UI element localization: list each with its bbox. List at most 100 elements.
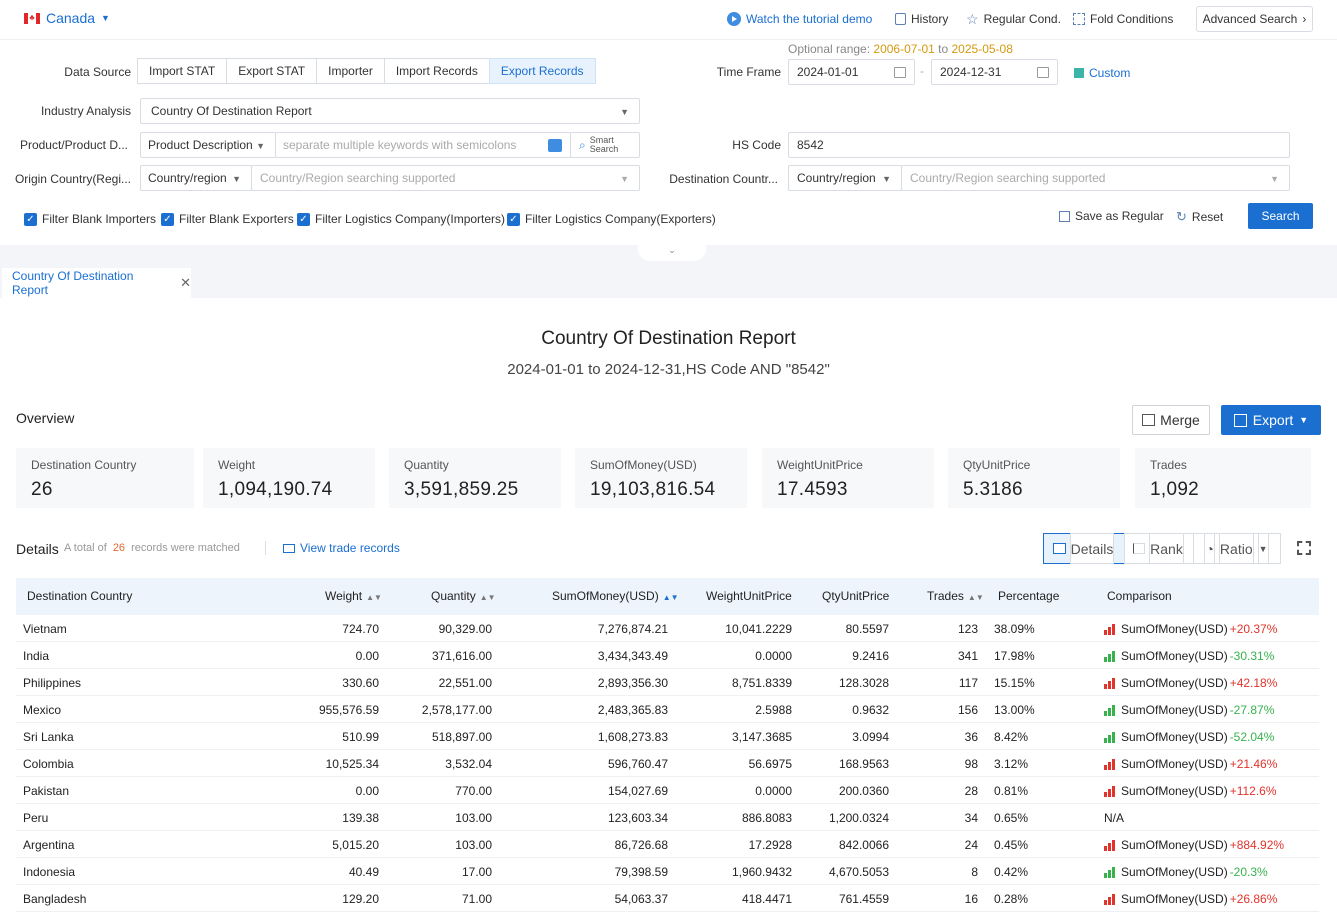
cell-comparison: SumOfMoney(USD) -52.04% (1104, 730, 1274, 744)
close-icon[interactable]: ✕ (180, 275, 191, 290)
data-source-tab[interactable]: Importer (316, 58, 385, 84)
optional-range: Optional range: 2006-07-01 to 2025-05-08 (788, 42, 1013, 56)
card-value: 1,092 (1150, 479, 1200, 500)
cell-weight: 10,525.34 (325, 757, 379, 771)
cell-wup: 886.8083 (741, 811, 792, 825)
check-icon: ✓ (161, 212, 174, 226)
origin-country-label: Origin Country(Regi... (14, 172, 131, 186)
fold-label: Fold Conditions (1090, 12, 1174, 26)
search-button[interactable]: Search (1248, 203, 1313, 229)
cell-qup: 128.3028 (838, 676, 889, 690)
calendar-icon (1037, 67, 1049, 78)
report-subtitle: 2024-01-01 to 2024-12-31,HS Code AND "85… (507, 361, 830, 378)
hs-code-input[interactable]: 8542 (788, 132, 1290, 158)
table-row[interactable]: Bangladesh 129.20 71.00 54,063.37 418.4471 76… (16, 885, 1319, 912)
cell-weight: 0.00 (355, 649, 379, 663)
ratio-view-button[interactable]: ◔ Ratio ▼ (1193, 533, 1281, 564)
data-source-tab[interactable]: Export Records (488, 58, 596, 84)
data-source-tab[interactable]: Export STAT (226, 58, 318, 84)
fold-conditions-button[interactable]: Fold Conditions (1073, 12, 1173, 26)
industry-analysis-label: Industry Analysis (40, 104, 131, 118)
history-button[interactable]: History (895, 12, 948, 26)
merge-button[interactable]: Merge (1132, 405, 1210, 435)
save-as-regular-button[interactable]: Save as Regular (1059, 209, 1164, 223)
card-value: 3,591,859.25 (404, 479, 519, 500)
product-label: Product/Product D... (19, 138, 128, 152)
col-quantity[interactable]: Quantity ▲▼ (431, 589, 496, 603)
data-source-tab[interactable]: Import STAT (137, 58, 228, 84)
product-type-select[interactable]: Product Description ▼ (140, 132, 276, 158)
data-source-tabs: Import STAT Export STAT Importer Import Rec… (137, 58, 596, 84)
cell-country: Indonesia (23, 865, 76, 879)
smart-search-button[interactable]: ⌕ Smart Search (570, 132, 640, 158)
rank-view-button[interactable]: Rank (1124, 533, 1194, 564)
col-weight[interactable]: Weight ▲▼ (325, 589, 382, 603)
export-button[interactable]: Export ▼ (1221, 405, 1321, 435)
card-label: Destination Country (31, 458, 137, 472)
country-label: Canada (46, 10, 96, 26)
regular-conditions-button[interactable]: ☆ Regular Cond. (966, 12, 1061, 26)
table-row[interactable]: Philippines 330.60 22,551.00 2,893,356.30 8,… (16, 669, 1319, 696)
table-row[interactable]: India 0.00 371,616.00 3,434,343.49 0.0000 9.2… (16, 642, 1319, 669)
view-trade-records-link[interactable]: View trade records (283, 541, 400, 555)
cell-wup: 56.6975 (748, 757, 792, 771)
trend-up-icon (1104, 623, 1116, 635)
table-row[interactable]: Colombia 10,525.34 3,532.04 596,760.47 56.69… (16, 750, 1319, 777)
origin-type-select[interactable]: Country/region ▼ (140, 165, 252, 191)
table-row[interactable]: Sri Lanka 510.99 518,897.00 1,608,273.83 3,1… (16, 723, 1319, 750)
cell-wup: 418.4471 (741, 892, 792, 906)
table-row[interactable]: Indonesia 40.49 17.00 79,398.59 1,960.9432 4,… (16, 858, 1319, 885)
keyword-tool-icon[interactable] (548, 139, 562, 152)
table-row[interactable]: Pakistan 0.00 770.00 154,027.69 0.0000 200.03… (16, 777, 1319, 804)
country-selector[interactable]: ♣ Canada ▼ (24, 10, 110, 26)
tutorial-link[interactable]: Watch the tutorial demo (727, 12, 872, 26)
trend-up-icon (1104, 839, 1116, 851)
custom-date-button[interactable]: Custom (1074, 66, 1130, 80)
advanced-search-button[interactable]: Advanced Search › (1196, 6, 1313, 32)
details-heading: Details (16, 541, 59, 557)
destination-type-select[interactable]: Country/region ▼ (788, 165, 902, 191)
table-row[interactable]: Peru 139.38 103.00 123,603.34 886.8083 1,200.… (16, 804, 1319, 831)
cell-trades: 36 (964, 730, 978, 744)
tab-country-of-destination-report[interactable]: Country Of Destination Report ✕ (2, 268, 191, 298)
filter-blank-exporters-checkbox[interactable]: ✓ Filter Blank Exporters (161, 212, 294, 226)
chevron-right-icon: › (1302, 12, 1307, 26)
industry-analysis-select[interactable]: Country Of Destination Report ▼ (140, 98, 640, 124)
cell-qup: 4,670.5053 (828, 865, 889, 879)
filter-blank-importers-checkbox[interactable]: ✓ Filter Blank Importers (24, 212, 156, 226)
details-view-button[interactable]: Details (1043, 533, 1125, 564)
trend-down-icon (1104, 866, 1116, 878)
data-source-tab[interactable]: Import Records (383, 58, 490, 84)
filter-logistics-importers-checkbox[interactable]: ✓ Filter Logistics Company(Importers) (297, 212, 505, 226)
bar-chart-icon (1133, 543, 1146, 554)
date-to-input[interactable]: 2024-12-31 (931, 59, 1058, 85)
table-row[interactable]: Mexico 955,576.59 2,578,177.00 2,483,365.83… (16, 696, 1319, 723)
cell-trades: 8 (971, 865, 978, 879)
reset-button[interactable]: ↻ Reset (1176, 209, 1224, 224)
fullscreen-icon[interactable] (1297, 541, 1311, 555)
cell-percentage: 0.42% (994, 865, 1029, 879)
origin-country-input[interactable]: Country/Region searching supported ▼ (251, 165, 640, 191)
trend-up-icon (1104, 785, 1116, 797)
collapse-toggle[interactable]: ⌄ (638, 245, 706, 261)
cell-country: Colombia (23, 757, 74, 771)
check-icon: ✓ (24, 212, 37, 226)
col-sum-of-money[interactable]: SumOfMoney(USD) ▲▼ (552, 589, 679, 603)
cell-country: Peru (23, 811, 49, 825)
canada-flag-icon: ♣ (24, 12, 40, 24)
card-value: 1,094,190.74 (218, 479, 333, 500)
cell-weight: 724.70 (342, 622, 379, 636)
table-row[interactable]: Vietnam 724.70 90,329.00 7,276,874.21 10,041… (16, 615, 1319, 642)
destination-country-input[interactable]: Country/Region searching supported ▼ (901, 165, 1290, 191)
cell-qup: 1,200.0324 (828, 811, 889, 825)
date-from-input[interactable]: 2024-01-01 (788, 59, 915, 85)
keyword-input[interactable]: separate multiple keywords with semicolo… (275, 132, 571, 158)
cell-quantity: 518,897.00 (431, 730, 492, 744)
sort-icon: ▲▼ (366, 593, 382, 602)
col-trades[interactable]: Trades ▲▼ (927, 589, 984, 603)
table-row[interactable]: Argentina 5,015.20 103.00 86,726.68 17.2928 8… (16, 831, 1319, 858)
cell-percentage: 0.65% (994, 811, 1029, 825)
cell-trades: 117 (958, 676, 978, 690)
trend-down-icon (1104, 731, 1116, 743)
filter-logistics-exporters-checkbox[interactable]: ✓ Filter Logistics Company(Exporters) (507, 212, 716, 226)
